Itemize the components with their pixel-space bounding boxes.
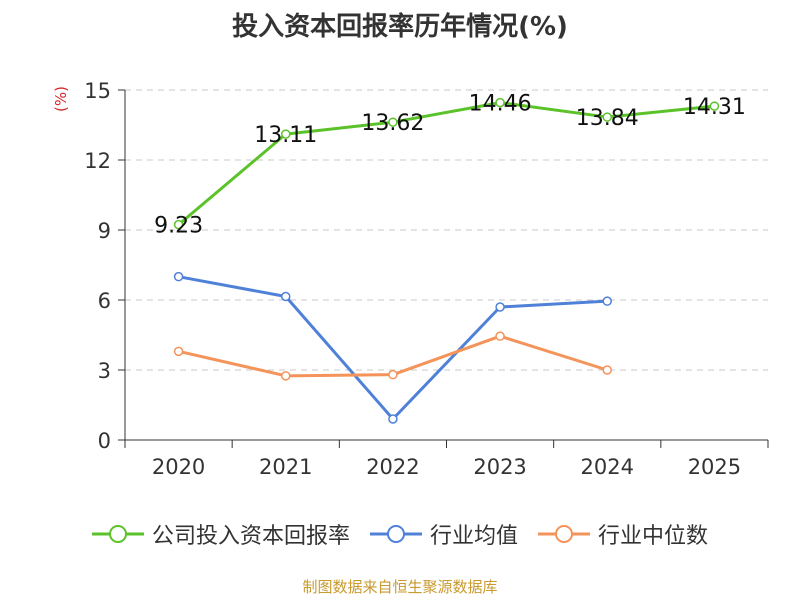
data-point <box>388 414 398 424</box>
data-point <box>602 112 612 122</box>
legend-label: 公司投入资本回报率 <box>151 524 350 549</box>
legend-label: 行业中位数 <box>598 524 709 549</box>
x-tick-label: 2021 <box>259 455 312 479</box>
y-tick-label: 9 <box>98 219 111 243</box>
data-point <box>281 371 291 381</box>
source-note: 制图数据来自恒生聚源数据库 <box>302 578 498 596</box>
y-tick-label: 6 <box>98 289 111 313</box>
data-point <box>495 331 505 341</box>
data-point <box>495 97 505 108</box>
data-label: 13.11 <box>254 123 317 148</box>
legend: 公司投入资本回报率 行业均值 行业中位数 <box>0 518 800 550</box>
x-tick-label: 2023 <box>473 455 526 479</box>
data-point <box>495 302 505 312</box>
legend-item: 公司投入资本回报率 <box>91 518 350 550</box>
legend-marker <box>538 525 590 543</box>
grid-lines <box>125 89 768 371</box>
data-label: 13.62 <box>361 111 424 136</box>
legend-item: 行业均值 <box>369 518 518 550</box>
series-line-1 <box>178 275 608 421</box>
chart-title: 投入资本回报率历年情况(%) <box>232 12 568 42</box>
data-point <box>388 117 398 127</box>
data-label: 13.84 <box>576 106 639 131</box>
data-label: 14.31 <box>683 95 746 120</box>
data-point <box>602 365 612 375</box>
data-point <box>281 129 291 139</box>
x-tick-label: 2025 <box>688 455 741 479</box>
x-tick-label: 2020 <box>152 455 205 479</box>
series-lines <box>173 97 720 424</box>
series-line-0 <box>177 101 715 226</box>
axes: 0 3 6 9 12 15 2020 2021 2022 2023 2024 2025 <box>84 79 769 479</box>
data-point <box>173 346 184 357</box>
y-tick-label: 3 <box>98 359 111 383</box>
data-point <box>281 291 291 302</box>
legend-label: 行业均值 <box>429 524 518 549</box>
y-tick-label: 12 <box>84 149 111 173</box>
legend-marker <box>369 525 422 543</box>
x-tick-label: 2024 <box>581 455 634 479</box>
legend-marker <box>91 525 144 543</box>
data-point <box>709 101 720 111</box>
data-point <box>173 219 184 230</box>
data-point <box>173 271 184 282</box>
y-tick-label: 15 <box>84 79 111 103</box>
data-labels: 9.23 13.11 13.62 14.46 13.84 14.31 <box>154 92 746 239</box>
data-label: 14.46 <box>469 92 532 117</box>
data-label: 9.23 <box>154 214 203 239</box>
data-point <box>602 296 612 306</box>
line-chart: 0 3 6 9 12 15 2020 2021 2022 2023 2024 2025 9.23 13.… <box>84 79 769 479</box>
y-tick-label: 0 <box>98 429 111 453</box>
legend-item: 行业中位数 <box>538 518 708 550</box>
data-point <box>388 369 398 380</box>
x-tick-label: 2022 <box>366 455 419 479</box>
